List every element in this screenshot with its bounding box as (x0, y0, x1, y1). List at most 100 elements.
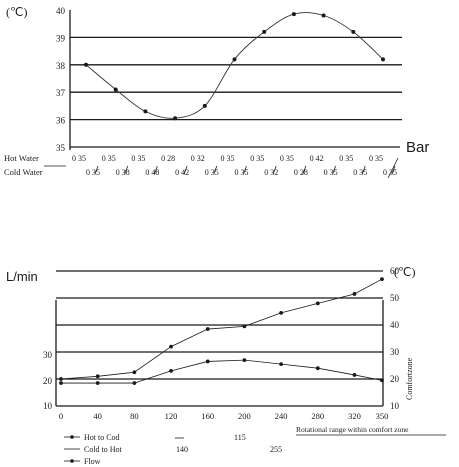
hot-to-cod-data-point (169, 369, 173, 373)
row-slash (213, 165, 218, 175)
bottom-right-tick-label: 10 (390, 401, 400, 411)
cold-water-value: 0 42 (175, 168, 189, 177)
row-slash (332, 165, 336, 175)
hot-water-value: 0 35 (131, 154, 145, 163)
row-slash (387, 157, 399, 179)
legend-cold-to-hot-sub-value: 140 (176, 445, 188, 454)
cold-water-row-label: Cold Water (4, 167, 43, 177)
hot-to-cod-data-point (279, 362, 284, 367)
bottom-x-tick-label: 0 (59, 411, 63, 421)
bottom-x-tick-label: 120 (165, 411, 178, 421)
flow-data-point (380, 277, 384, 281)
bottom-right-tick-label: 50 (390, 293, 400, 303)
cold-water-value: 0 48 (145, 168, 159, 177)
top-data-point (173, 116, 178, 121)
hot-water-value: 0 35 (102, 154, 116, 163)
flow-series-line (60, 278, 383, 380)
legend-hot-to-cod-value: 115 (234, 433, 246, 442)
hot-to-cod-series-line (61, 359, 383, 384)
bottom-x-tick-labels: 0 40 80 120 160 200 240 280 320 350 (59, 411, 389, 421)
hot-water-value: 0 35 (339, 154, 353, 163)
bottom-x-tick-label: 160 (201, 411, 214, 421)
legend-cold-to-hot-label: Cold to Hot (84, 445, 123, 454)
top-data-point (291, 12, 296, 17)
bottom-left-tick-labels: 10 20 30 (43, 350, 53, 411)
row-slash (183, 165, 188, 175)
row-slash (302, 165, 307, 175)
temperature-chart: (℃) Bar 35 36 37 38 39 40 Hot Water Cold Wate… (4, 5, 429, 179)
hot-water-value: 0 35 (72, 154, 86, 163)
top-series-line (85, 12, 384, 119)
bottom-x-tick-label: 280 (311, 411, 324, 421)
bottom-x-tick-label: 350 (376, 411, 389, 421)
top-data-point (143, 109, 148, 114)
legend-flow-label: Flow (84, 457, 101, 466)
hot-to-cod-data-point (205, 359, 210, 364)
hot-to-cod-data-point (380, 378, 384, 383)
cold-water-value: 0 32 (264, 168, 278, 177)
legend-note: Rotational range within comfort zone (296, 425, 409, 434)
bottom-x-tick-label: 320 (348, 411, 361, 421)
comfortzone-axis-label: Comfortzone (405, 357, 414, 400)
bottom-x-tick-label: 200 (238, 411, 251, 421)
flow-data-point (315, 301, 320, 306)
hot-water-value: 0 28 (161, 154, 175, 163)
top-x-unit-label: Bar (406, 139, 429, 156)
row-slash (243, 165, 247, 175)
row-slash (94, 165, 99, 175)
hot-to-cod-data-point (132, 381, 137, 385)
top-series-points (84, 12, 385, 121)
top-data-point (381, 57, 385, 62)
row-slash (272, 165, 277, 175)
cold-water-value: 0 35 (235, 168, 249, 177)
bottom-right-tick-labels: 10 20 30 40 50 60 (390, 266, 400, 411)
bottom-left-tick-label: 10 (43, 401, 53, 411)
hot-water-value: 0 32 (191, 154, 205, 163)
top-y-tick-label: 38 (56, 61, 66, 71)
bottom-x-tick-label: 80 (130, 411, 139, 421)
cold-water-value: 0 28 (294, 168, 308, 177)
flow-data-point (59, 377, 63, 381)
row-slash (361, 165, 366, 175)
bottom-series (59, 277, 384, 385)
flow-data-point (205, 327, 210, 331)
flow-data-point (279, 310, 284, 315)
cold-water-value: 0 35 (205, 168, 219, 177)
top-data-point (321, 13, 326, 18)
hot-to-cod-data-point (59, 381, 63, 385)
hot-to-cod-data-point (315, 366, 320, 371)
top-data-point (202, 103, 207, 108)
flow-data-point (352, 292, 357, 296)
row-slash (391, 165, 396, 175)
bottom-gridlines (55, 270, 384, 407)
top-data-point (351, 29, 356, 34)
top-y-tick-label: 40 (56, 6, 66, 16)
top-y-tick-label: 36 (56, 116, 66, 126)
hot-water-row-label: Hot Water (4, 153, 39, 163)
hot-to-cod-data-point (242, 358, 247, 362)
pressure-value-rows: 0 35 0 35 0 35 0 28 0 32 0 35 0 35 0 35 0 42 0 35… (44, 154, 399, 179)
hot-water-value: 0 35 (280, 154, 294, 163)
top-y-tick-labels: 35 36 37 38 39 40 (56, 6, 66, 153)
cold-water-value: 0 35 (324, 168, 338, 177)
hot-water-value: 0 35 (250, 154, 264, 163)
bottom-right-tick-label: 60 (390, 266, 400, 276)
top-y-tick-label: 37 (56, 88, 66, 98)
cold-water-value: 0 35 (383, 168, 397, 177)
legend-hot-to-cod-label: Hot to Cod (84, 433, 120, 442)
bottom-x-tick-label: 240 (275, 411, 288, 421)
legend-flow-marker (70, 459, 74, 463)
hot-water-value: 0 42 (310, 154, 324, 163)
top-y-unit-label: (℃) (6, 5, 27, 19)
bottom-left-tick-label: 30 (43, 350, 53, 360)
top-data-point (113, 87, 118, 92)
bottom-right-tick-label: 40 (390, 320, 400, 330)
hot-water-value: 0 35 (369, 154, 383, 163)
row-slash (154, 165, 158, 175)
bottom-right-tick-label: 20 (390, 374, 400, 384)
hot-to-cod-data-point (95, 381, 100, 385)
flow-data-point (169, 344, 173, 349)
legend: Hot to Cod 115 Rotational range within c… (64, 425, 446, 466)
top-y-tick-label: 35 (56, 143, 66, 153)
